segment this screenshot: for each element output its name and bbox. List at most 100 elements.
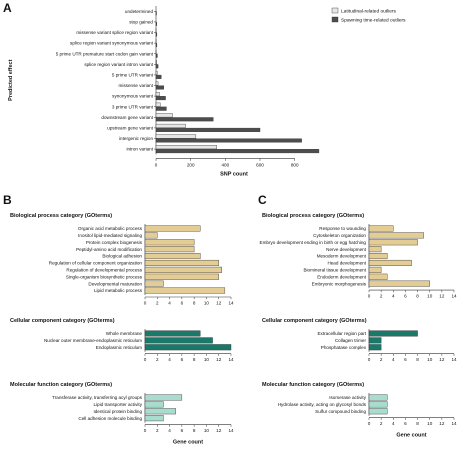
panel-c-category-label: Embryonic morphogenesis xyxy=(312,281,367,286)
panel-a-category-label: splice region variant intron variant xyxy=(84,62,153,67)
panel-b-bar xyxy=(144,232,158,239)
panel-c-x-tick-label: 8 xyxy=(416,421,419,426)
panel-a-bar-latitudinal xyxy=(155,92,160,97)
panel-c-category-label: Nerve development xyxy=(326,247,367,252)
panel-b-category-label: Whole membrane xyxy=(106,331,143,336)
panel-b-x-axis-title: Gene count xyxy=(173,440,203,446)
panel-c-bar xyxy=(368,239,418,246)
panel-b-bar xyxy=(144,259,219,266)
panel-a-bar-latitudinal xyxy=(155,60,157,65)
panel-b-bar xyxy=(144,280,164,287)
panel-a-letter: A xyxy=(3,1,12,15)
panel-b-x-tick-label: 12 xyxy=(216,428,222,433)
panel-c-category-label: Isomerase activity xyxy=(329,395,366,400)
panel-b-x-tick-label: 0 xyxy=(144,301,147,306)
panel-c-category-label: Embryo development ending in birth or eg… xyxy=(260,240,367,245)
panel-c-x-tick-label: 2 xyxy=(380,421,383,426)
panel-b-x-tick-label: 6 xyxy=(181,428,184,433)
panel-b-x-tick-label: 2 xyxy=(156,357,159,362)
panel-c-x-tick-label: 0 xyxy=(368,294,371,299)
panel-c-bar xyxy=(368,401,388,408)
panel-b-category-label: Transferase activity, transferring acyl … xyxy=(52,395,143,400)
panel-c-x-tick-label: 14 xyxy=(451,357,457,362)
panel-a-bar-spawning xyxy=(155,149,320,154)
panel-b-x-tick-label: 10 xyxy=(204,357,210,362)
panel-b-x-tick-label: 4 xyxy=(168,357,171,362)
panel-c-x-tick-label: 4 xyxy=(392,357,395,362)
panel-c-category-label: Extracellular region part xyxy=(317,331,366,336)
panel-a-category-label: upstream gene variant xyxy=(107,126,153,131)
legend-swatch-latitudinal xyxy=(331,7,339,14)
panel-a-bar-spawning xyxy=(155,11,157,16)
panel-c-bar xyxy=(368,225,394,232)
panel-a-bar-latitudinal xyxy=(155,123,186,128)
panel-a-x-tick-label: 800 xyxy=(291,162,299,167)
panel-c-x-tick-label: 2 xyxy=(380,294,383,299)
panel-b-category-label: Regulation of cellular component organiz… xyxy=(49,261,143,266)
panel-b-x-tick-label: 8 xyxy=(193,357,196,362)
panel-b-bar xyxy=(144,273,219,280)
panel-c-bar xyxy=(368,344,382,351)
panel-a-bar-spawning xyxy=(155,85,165,90)
panel-a-bar-spawning xyxy=(155,96,166,101)
panel-a-category-label: 5 prime UTR variant xyxy=(112,73,154,78)
panel-a-x-axis-title: SNP count xyxy=(220,171,248,177)
panel-c-letter: C xyxy=(258,193,267,207)
panel-b-x-tick-label: 4 xyxy=(168,428,171,433)
panel-a-category-label: synonymous variant xyxy=(112,94,154,99)
panel-c-x-tick-label: 6 xyxy=(404,357,407,362)
panel-a-x-tick-label: 200 xyxy=(187,162,195,167)
panel-c-category-label: Biomineral tissue development xyxy=(303,267,366,272)
panel-c-bar xyxy=(368,246,382,253)
panel-c-category-label: Collagen trimer xyxy=(335,338,367,343)
panel-b-chart: Biological process category (GOterms) Org… xyxy=(10,213,234,446)
panel-a-category-label: undetermined xyxy=(125,9,154,14)
panel-b-bar xyxy=(144,287,226,294)
panel-b-category-label: Cell adhesion molecule binding xyxy=(78,416,142,421)
panel-b-bar xyxy=(144,330,201,337)
panel-b-group-title: Biological process category (GOterms) xyxy=(10,213,112,219)
panel-b-category-label: Peptidyl-amino acid modification xyxy=(76,247,142,252)
panel-b-bar xyxy=(144,415,164,422)
panel-c-x-tick-label: 10 xyxy=(427,421,433,426)
panel-b-x-tick-label: 6 xyxy=(181,357,184,362)
panel-b-x-tick-label: 14 xyxy=(228,428,234,433)
panel-c-group-title: Biological process category (GOterms) xyxy=(262,213,364,219)
panel-a-category-label: 3 prime UTR variant xyxy=(112,104,154,109)
panel-c-x-tick-label: 4 xyxy=(392,421,395,426)
panel-a-category-label: intergenic region xyxy=(119,136,153,141)
panel-a-category-label: stop gained xyxy=(129,20,153,25)
panel-a-bar-spawning xyxy=(155,64,159,69)
panel-c-bar xyxy=(368,280,430,287)
panel-a-bar-latitudinal xyxy=(155,81,159,86)
panel-c-x-tick-label: 2 xyxy=(380,357,383,362)
panel-b-x-tick-label: 6 xyxy=(181,301,184,306)
panel-a-bar-spawning xyxy=(155,117,214,122)
panel-b-category-label: Endoplasmic reticulum xyxy=(96,345,142,350)
panel-c-bar xyxy=(368,253,388,260)
panel-a-y-axis-title: Predicted effect xyxy=(8,59,14,100)
panel-c-group-title: Molecular function category (GOterms) xyxy=(262,382,364,388)
panel-b-bar xyxy=(144,253,201,260)
panel-b-bar xyxy=(144,337,213,344)
panel-b-bar xyxy=(144,401,164,408)
panel-a-bar-latitudinal xyxy=(155,145,217,150)
panel-c-x-tick-label: 10 xyxy=(427,357,433,362)
legend-label-spawning: Spawning time-related outliers xyxy=(341,18,406,24)
panel-a-category-label: missense variant splice region variant xyxy=(76,30,153,35)
panel-b-x-tick-label: 8 xyxy=(193,428,196,433)
panel-c-x-tick-label: 0 xyxy=(368,421,371,426)
panel-b-x-tick-label: 12 xyxy=(216,357,222,362)
panel-b-bar xyxy=(144,239,195,246)
panel-c-chart: Biological process category (GOterms) Res… xyxy=(260,213,457,439)
panel-c-x-tick-label: 4 xyxy=(392,294,395,299)
panel-b-category-label: Lipid transporter activity xyxy=(93,402,142,407)
panel-b-x-tick-label: 2 xyxy=(156,428,159,433)
panel-b-category-label: Developmental maturation xyxy=(88,281,142,286)
panel-c-x-tick-label: 12 xyxy=(439,294,445,299)
panel-a-bar-latitudinal xyxy=(155,70,158,75)
panel-a-bar-spawning xyxy=(155,138,302,143)
panel-a-bar-spawning xyxy=(155,32,158,37)
panel-b-bar xyxy=(144,246,195,253)
panel-c-x-tick-label: 14 xyxy=(451,421,457,426)
